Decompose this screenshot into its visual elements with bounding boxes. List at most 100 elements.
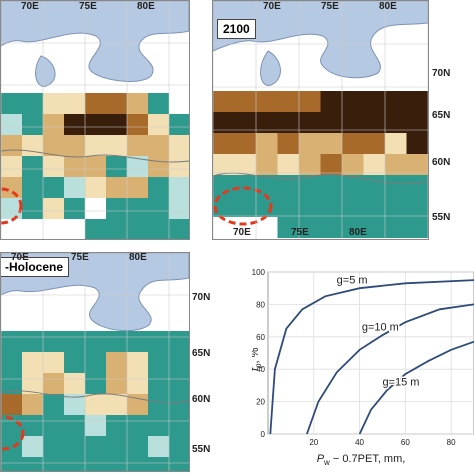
map-cell xyxy=(85,135,106,156)
map-cell xyxy=(127,93,148,114)
map-cell xyxy=(342,91,364,112)
series-label: g=15 m xyxy=(382,376,419,388)
map-cell xyxy=(299,133,321,154)
map-cell xyxy=(363,133,385,154)
map-cell xyxy=(169,156,189,177)
map-cell xyxy=(22,415,43,436)
y-axis-label: fp, % xyxy=(252,347,263,371)
map-cell xyxy=(85,436,106,457)
map-cell xyxy=(43,373,64,394)
highlight-ellipse xyxy=(1,415,25,451)
map-cell xyxy=(85,373,106,394)
lat-label: 65N xyxy=(432,110,451,121)
map-cell xyxy=(22,352,43,373)
map-cell xyxy=(85,93,106,114)
map-cell xyxy=(64,198,85,219)
map-cell xyxy=(1,436,22,457)
map-panel-top-left: 70E 75E 80E xyxy=(0,0,190,240)
map-cell xyxy=(169,331,189,352)
map-cell xyxy=(277,112,299,133)
lat-label: 60N xyxy=(432,157,451,168)
map-cell xyxy=(169,373,189,394)
lon-label: 80E xyxy=(349,227,367,238)
map-cell xyxy=(406,154,428,175)
map-cell xyxy=(277,175,299,196)
map-cell xyxy=(85,114,106,135)
map-cell xyxy=(342,133,364,154)
map-cell xyxy=(169,436,189,457)
highlight-ellipse xyxy=(1,187,23,225)
river-line xyxy=(1,149,189,163)
map-cell xyxy=(85,331,106,352)
lon-label: 75E xyxy=(79,1,97,12)
map-cell xyxy=(256,91,278,112)
lat-label: 70N xyxy=(192,292,211,303)
map-panel-bottom-left: -Holocene 70E 75E 80E xyxy=(0,252,190,472)
series-line xyxy=(358,340,474,435)
map-cell xyxy=(127,373,148,394)
map-cell xyxy=(256,196,278,217)
map-panel-top-right: 2100 70E 75E 80E 70E 75E 80E xyxy=(212,0,429,240)
map-cell xyxy=(299,196,321,217)
map-cell xyxy=(406,175,428,196)
series-line xyxy=(269,279,474,435)
map-cell xyxy=(1,177,22,198)
y-tick-label: 40 xyxy=(256,365,265,374)
map-cell xyxy=(342,217,364,238)
map-cell xyxy=(213,196,235,217)
map-cell xyxy=(1,198,22,219)
map-cell xyxy=(342,175,364,196)
map-cell xyxy=(342,154,364,175)
map-cell xyxy=(320,133,342,154)
y-tick-label: 80 xyxy=(256,300,265,309)
x-tick-label: 60 xyxy=(401,438,410,447)
map-cell xyxy=(256,133,278,154)
map-cell xyxy=(169,135,189,156)
map-cell xyxy=(148,331,169,352)
map-cell xyxy=(106,415,127,436)
map-cell xyxy=(106,156,127,177)
lat-label: 70N xyxy=(432,68,451,79)
map-cell xyxy=(106,93,127,114)
map-cell xyxy=(213,91,235,112)
map-cell xyxy=(85,177,106,198)
map-cell xyxy=(22,331,43,352)
map-cell xyxy=(106,198,127,219)
map-cell xyxy=(277,217,299,238)
map-cell xyxy=(22,373,43,394)
map-cell xyxy=(169,114,189,135)
map-cell xyxy=(1,394,22,415)
map-cell xyxy=(64,394,85,415)
map-cell xyxy=(234,112,256,133)
map-cell xyxy=(320,196,342,217)
map-cell xyxy=(106,331,127,352)
map-cell xyxy=(148,457,169,471)
map-cell xyxy=(406,91,428,112)
map-cell xyxy=(299,112,321,133)
x-tick-label: 40 xyxy=(355,438,364,447)
map-cell xyxy=(85,352,106,373)
lon-label: 75E xyxy=(321,1,339,12)
map-cell xyxy=(277,196,299,217)
water-body xyxy=(213,1,428,79)
map-cell xyxy=(320,91,342,112)
map-cell xyxy=(277,133,299,154)
map-cell xyxy=(85,219,106,239)
map-cell xyxy=(106,457,127,471)
map-cell xyxy=(43,93,64,114)
map-cell xyxy=(320,217,342,238)
map-cell xyxy=(127,177,148,198)
map-cell xyxy=(148,394,169,415)
map-cell xyxy=(213,154,235,175)
map-cell xyxy=(1,156,22,177)
map-cell xyxy=(127,331,148,352)
map-cell xyxy=(85,156,106,177)
map-cell xyxy=(406,217,428,238)
map-cell xyxy=(1,352,22,373)
map-cell xyxy=(169,177,189,198)
map-cell xyxy=(277,154,299,175)
river-line xyxy=(213,172,428,185)
map-cell xyxy=(406,133,428,154)
map-cell xyxy=(64,331,85,352)
series-line xyxy=(306,303,474,435)
